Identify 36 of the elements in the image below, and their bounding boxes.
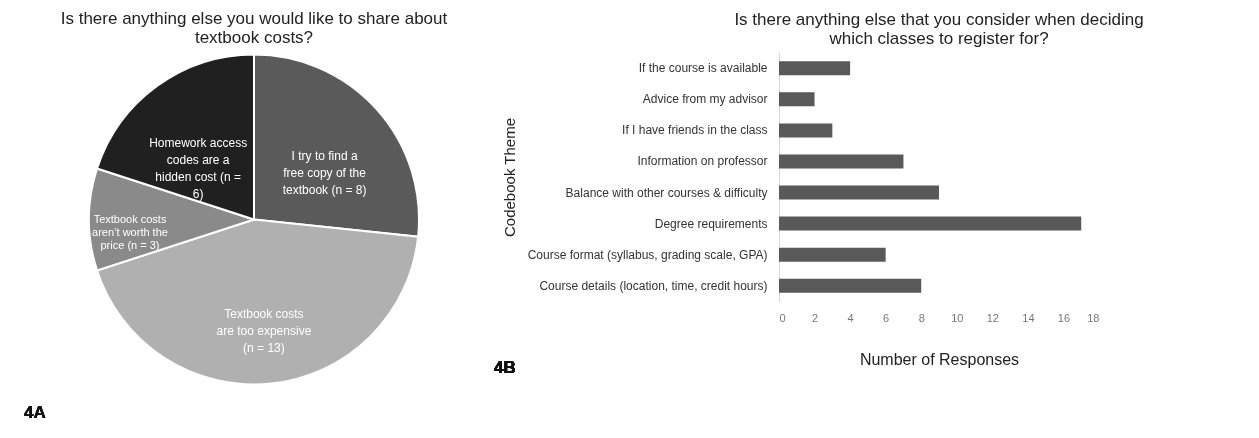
x-tick-label: 18 bbox=[1087, 311, 1100, 324]
y-axis-title: Codebook Theme bbox=[500, 118, 518, 237]
text: 4A bbox=[24, 403, 46, 422]
bar bbox=[779, 278, 922, 293]
slice-label: I try to find a free copy of the textbook (n = 8) bbox=[282, 148, 367, 197]
text: 4B bbox=[494, 358, 516, 377]
slice-label: Homework access codes are a hidden cost (n = 6) bbox=[149, 135, 248, 201]
chart-title: Is there anything else that you consider when deciding which classes to register for? bbox=[734, 10, 1144, 48]
slice-label: Textbook costs aren’t worth the price (n = 3) bbox=[92, 212, 168, 251]
slice-label: Textbook costs are too expensive (n = 13) bbox=[216, 306, 312, 355]
bar bbox=[779, 92, 815, 107]
bar bbox=[779, 123, 833, 138]
x-tick-label: 10 bbox=[951, 311, 964, 324]
x-tick-label: 4 bbox=[847, 311, 854, 324]
x-tick-label: 12 bbox=[986, 311, 999, 324]
x-tick-label: 0 bbox=[779, 311, 786, 324]
y-tick-label: Information on professor bbox=[637, 154, 768, 169]
x-axis-title: Number of Responses bbox=[859, 350, 1020, 368]
y-tick-label: If the course is available bbox=[638, 61, 768, 76]
y-tick-label: Course format (syllabus, grading scale, GPA) bbox=[527, 247, 768, 262]
chart-title: Is there anything else you would like to share about textbook costs? bbox=[60, 8, 448, 47]
y-tick-label: Degree requirements bbox=[654, 216, 768, 231]
bar bbox=[779, 61, 851, 76]
bar bbox=[779, 185, 939, 200]
x-tick-label: 2 bbox=[811, 311, 819, 324]
y-tick-label: If I have friends in the class bbox=[622, 123, 768, 138]
y-tick-label: Balance with other courses & difficulty bbox=[565, 185, 768, 200]
y-tick-label: Advice from my advisor bbox=[642, 92, 768, 107]
x-tick-label: 16 bbox=[1057, 311, 1071, 324]
bar bbox=[779, 216, 1082, 231]
x-tick-label: 14 bbox=[1022, 311, 1035, 324]
y-tick-label: Course details (location, time, credit hours) bbox=[539, 278, 768, 293]
bar bbox=[779, 154, 904, 169]
bar bbox=[779, 247, 886, 262]
x-tick-label: 8 bbox=[918, 311, 925, 324]
x-tick-label: 6 bbox=[883, 311, 890, 324]
